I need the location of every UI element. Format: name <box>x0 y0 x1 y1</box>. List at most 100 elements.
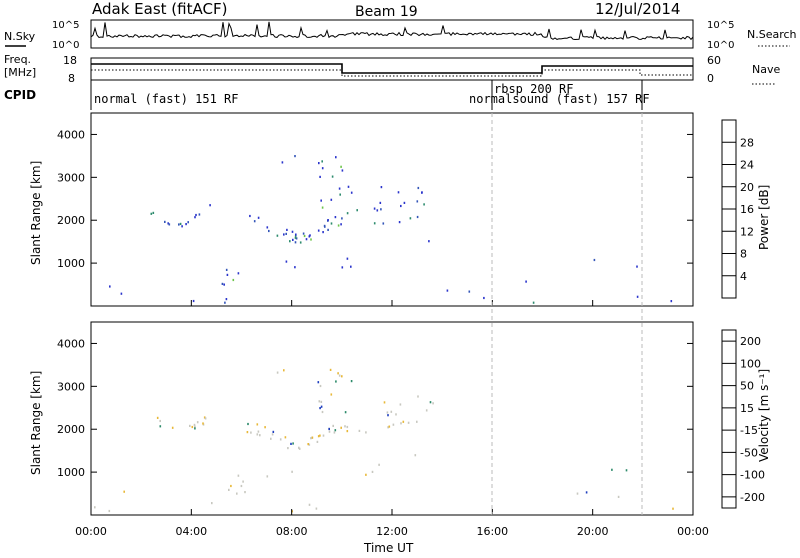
radar-cell <box>228 488 230 491</box>
radar-cell <box>292 238 294 241</box>
radar-cell <box>308 503 311 506</box>
cpid-label: CPID <box>4 88 36 102</box>
radar-cell <box>358 429 361 432</box>
radar-cell <box>330 222 333 225</box>
radar-cell <box>295 237 298 240</box>
radar-cell <box>382 222 385 225</box>
radar-cell <box>335 156 337 159</box>
radar-cell <box>338 187 341 190</box>
radar-cell <box>181 225 183 228</box>
radar-cell <box>194 425 196 428</box>
radar-cell <box>292 442 294 445</box>
velocity-cells <box>94 368 674 513</box>
radar-cell <box>625 469 628 472</box>
power-ylabel: Slant Range [km] <box>29 161 43 265</box>
radar-cell <box>525 280 527 283</box>
power-y-ticks: 1000 2000 3000 4000 <box>57 128 693 270</box>
radar-cell <box>285 232 287 235</box>
radar-cell <box>167 222 169 225</box>
x-tick-label: 08:00 <box>276 525 308 538</box>
radar-cell <box>203 416 206 419</box>
nave-tick-top: 60 <box>707 54 721 67</box>
radar-cell <box>310 437 312 440</box>
radar-cell <box>379 201 382 204</box>
radar-cell <box>271 433 274 436</box>
radar-cell <box>328 427 330 431</box>
nave-label: Nave <box>752 63 780 76</box>
colorbar-tick-label: 24 <box>740 159 754 172</box>
colorbar-tick-label: 200 <box>740 335 761 348</box>
y-tick-label: 4000 <box>57 128 85 141</box>
radar-cell <box>322 231 324 234</box>
radar-cell <box>287 447 289 450</box>
radar-cell <box>294 266 296 269</box>
y-tick-label: 1000 <box>57 257 85 270</box>
nave-tick-bottom: 0 <box>707 72 714 85</box>
radar-cell <box>585 491 588 494</box>
colorbar-tick-label: 12 <box>740 225 754 238</box>
radar-cell <box>350 265 352 268</box>
radar-cell <box>483 296 485 300</box>
y-tick-label: 4000 <box>57 337 85 350</box>
radar-cell <box>159 425 162 428</box>
radar-cell <box>421 191 423 194</box>
radar-cell <box>120 292 123 295</box>
radar-cell <box>236 492 238 495</box>
radar-cell <box>192 299 195 303</box>
radar-cell <box>320 400 323 403</box>
radar-cell <box>315 507 318 510</box>
radar-cell <box>264 426 266 429</box>
radar-cell <box>198 213 201 216</box>
radar-cell <box>209 204 211 207</box>
radar-cell <box>319 434 321 437</box>
radar-cell <box>168 223 171 226</box>
radar-cell <box>428 240 430 243</box>
radar-cell <box>232 278 235 282</box>
radar-cell <box>432 402 434 405</box>
radar-cell <box>337 372 339 375</box>
radar-cell <box>289 240 291 243</box>
radar-cell <box>398 221 401 224</box>
radar-cell <box>305 238 308 241</box>
radar-cell <box>308 235 311 238</box>
radar-cell <box>94 506 96 509</box>
date-title: 12/Jul/2014 <box>595 0 680 18</box>
nsky-panel <box>90 19 694 49</box>
radar-cell <box>317 435 320 438</box>
radar-cell <box>328 430 331 433</box>
radar-cell <box>237 272 240 275</box>
radar-cell <box>341 217 343 220</box>
radar-cell <box>344 411 347 414</box>
radar-cell <box>636 265 638 268</box>
radar-cell <box>319 407 321 410</box>
radar-cell <box>327 219 329 222</box>
radar-cell <box>189 424 191 427</box>
colorbar-tick-label: 4 <box>740 270 747 283</box>
freq-trace <box>91 63 693 74</box>
radar-cell <box>576 492 579 495</box>
x-tick-label: 00:00 <box>677 525 709 538</box>
radar-cell <box>402 420 405 423</box>
radar-cell <box>221 282 224 285</box>
radar-cell <box>281 161 284 164</box>
radar-cell <box>399 403 402 406</box>
radar-cell <box>266 475 269 478</box>
colorbar-tick-label: 15 <box>740 402 754 415</box>
radar-cell <box>291 470 293 473</box>
radar-cell <box>276 371 279 374</box>
power-colorbar: 4 8 12 16 20 24 28 <box>721 119 754 299</box>
radar-cell <box>416 420 418 423</box>
radar-cell <box>250 431 252 434</box>
radar-cell <box>294 155 296 158</box>
radar-cell <box>225 268 228 271</box>
radar-cell <box>123 490 125 493</box>
radar-cell <box>311 436 314 439</box>
radar-cell <box>294 236 297 239</box>
radar-cell <box>253 220 256 223</box>
radar-cell <box>403 201 406 204</box>
radar-cell <box>193 423 196 426</box>
radar-cell <box>279 438 282 441</box>
radar-cell <box>230 484 232 488</box>
radar-cell <box>340 223 342 226</box>
